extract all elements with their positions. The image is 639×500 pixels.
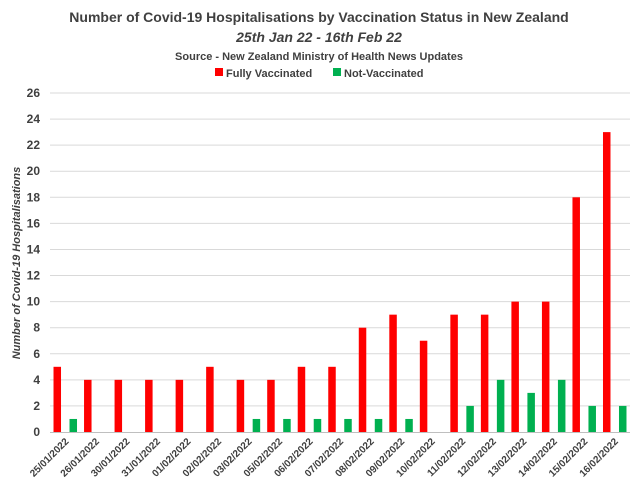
bar-fully-vaccinated: [572, 197, 580, 432]
bar-fully-vaccinated: [206, 366, 214, 432]
bar-fully-vaccinated: [389, 314, 397, 432]
bar-not-vaccinated: [618, 405, 627, 432]
bar-fully-vaccinated: [541, 301, 550, 432]
grid-lines: [50, 92, 630, 407]
bar-fully-vaccinated: [145, 379, 153, 432]
y-tick-label: 8: [33, 321, 40, 335]
y-tick-label: 2: [33, 399, 40, 413]
bar-fully-vaccinated: [114, 379, 123, 432]
bar-fully-vaccinated: [84, 379, 92, 432]
bar-not-vaccinated: [344, 418, 352, 432]
legend-label: Not-Vaccinated: [344, 68, 423, 80]
chart-title: Number of Covid-19 Hospitalisations by V…: [69, 9, 568, 25]
bar-not-vaccinated: [405, 418, 413, 432]
x-axis-ticks: 25/01/202226/01/202230/01/202231/01/2022…: [28, 436, 621, 479]
y-tick-label: 14: [27, 242, 41, 256]
legend-label: Fully Vaccinated: [226, 68, 312, 80]
bar-fully-vaccinated: [236, 379, 245, 432]
bar-not-vaccinated: [252, 418, 261, 432]
y-tick-label: 22: [27, 138, 41, 152]
bar-fully-vaccinated: [511, 301, 519, 432]
bar-fully-vaccinated: [328, 366, 336, 432]
y-tick-label: 12: [27, 269, 41, 283]
bar-fully-vaccinated: [358, 327, 367, 432]
bar-not-vaccinated: [557, 379, 566, 432]
bar-fully-vaccinated: [175, 379, 184, 432]
bar-not-vaccinated: [496, 379, 505, 432]
bar-fully-vaccinated: [419, 340, 428, 432]
bar-fully-vaccinated: [602, 132, 611, 432]
bar-fully-vaccinated: [480, 314, 489, 432]
y-tick-label: 26: [27, 86, 41, 100]
y-tick-label: 20: [27, 164, 41, 178]
bar-not-vaccinated: [69, 418, 78, 432]
bars: [53, 132, 627, 432]
chart-source: Source - New Zealand Ministry of Health …: [175, 51, 463, 63]
y-tick-label: 6: [33, 347, 40, 361]
bar-not-vaccinated: [527, 392, 535, 432]
y-tick-label: 24: [27, 112, 41, 126]
bar-not-vaccinated: [283, 418, 291, 432]
bar-fully-vaccinated: [267, 379, 275, 432]
y-axis-label: Number of Covid-19 Hospitalisations: [11, 167, 23, 360]
bar-not-vaccinated: [588, 405, 596, 432]
y-tick-label: 0: [33, 425, 40, 439]
y-tick-label: 4: [33, 373, 40, 387]
bar-fully-vaccinated: [450, 314, 458, 432]
bar-fully-vaccinated: [53, 366, 62, 432]
bar-fully-vaccinated: [297, 366, 306, 432]
bar-not-vaccinated: [313, 418, 322, 432]
legend-swatch: [215, 68, 223, 76]
chart-subtitle: 25th Jan 22 - 16th Feb 22: [235, 29, 402, 45]
bar-not-vaccinated: [374, 418, 383, 432]
legend-swatch: [333, 68, 341, 76]
legend: Fully Vaccinated Not-Vaccinated: [215, 68, 423, 80]
bar-not-vaccinated: [466, 405, 474, 432]
y-tick-label: 10: [27, 295, 41, 309]
y-tick-label: 16: [27, 216, 41, 230]
y-tick-label: 18: [27, 190, 41, 204]
